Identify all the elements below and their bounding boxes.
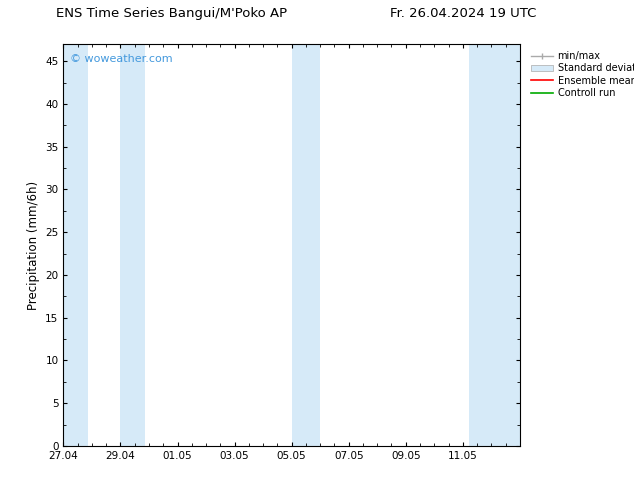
Bar [292, 44, 320, 446]
Bar [469, 44, 520, 446]
Text: ENS Time Series Bangui/M'Poko AP: ENS Time Series Bangui/M'Poko AP [56, 7, 287, 21]
Bar [120, 44, 145, 446]
Legend: min/max, Standard deviation, Ensemble mean run, Controll run: min/max, Standard deviation, Ensemble me… [529, 49, 634, 100]
Text: Fr. 26.04.2024 19 UTC: Fr. 26.04.2024 19 UTC [390, 7, 536, 21]
Text: © woweather.com: © woweather.com [70, 54, 173, 64]
Bar [63, 44, 87, 446]
Y-axis label: Precipitation (mm/6h): Precipitation (mm/6h) [27, 180, 40, 310]
